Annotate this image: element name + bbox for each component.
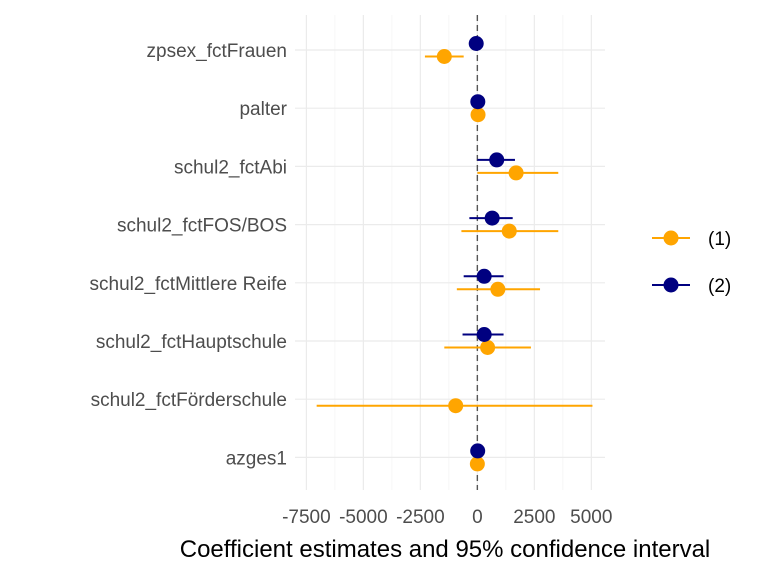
x-tick-labels: -7500 -5000 -2500 0 2500 5000	[282, 507, 612, 528]
x-tick-label: -7500	[282, 507, 331, 528]
x-tick-label: 0	[472, 507, 483, 528]
x-tick-label: 2500	[513, 507, 555, 528]
estimate-point	[490, 281, 506, 297]
estimate-point	[476, 327, 492, 342]
y-tick-label: palter	[239, 99, 287, 120]
y-tick-label: azges1	[226, 448, 287, 469]
legend-key-point	[663, 277, 679, 293]
estimate-point	[470, 443, 486, 459]
x-axis-title: Coefficient estimates and 95% confidence…	[180, 536, 711, 563]
estimate-point	[436, 49, 452, 64]
legend-item: (2)	[652, 276, 731, 297]
series-2	[462, 36, 515, 459]
legend-key-point	[663, 230, 679, 246]
estimate-point	[508, 165, 524, 181]
estimate-point	[480, 340, 496, 355]
legend: (1) (2)	[652, 229, 731, 297]
x-tick-label: 5000	[570, 507, 612, 528]
series-1	[316, 49, 593, 472]
estimate-point	[470, 107, 486, 123]
y-tick-label: schul2_fctAbi	[174, 157, 287, 178]
y-tick-label: schul2_fctFörderschule	[91, 390, 287, 411]
data-marks	[316, 36, 593, 472]
estimate-point	[448, 398, 464, 414]
estimate-point	[484, 210, 500, 226]
x-tick-label: -2500	[396, 507, 445, 528]
y-tick-label: schul2_fctFOS/BOS	[117, 216, 287, 237]
legend-label: (1)	[708, 229, 731, 250]
grid	[295, 15, 605, 490]
estimate-point	[489, 152, 505, 168]
y-tick-label: zpsex_fctFrauen	[147, 41, 287, 62]
legend-label: (2)	[708, 276, 731, 297]
y-tick-label: schul2_fctMittlere Reife	[90, 274, 287, 295]
x-tick-label: -5000	[339, 507, 388, 528]
estimate-point	[468, 36, 484, 51]
estimate-point	[469, 456, 485, 472]
estimate-point	[501, 223, 517, 239]
y-tick-label: schul2_fctHauptschule	[96, 332, 287, 353]
legend-item: (1)	[652, 229, 731, 250]
estimate-point	[476, 268, 492, 284]
estimate-point	[470, 94, 486, 110]
